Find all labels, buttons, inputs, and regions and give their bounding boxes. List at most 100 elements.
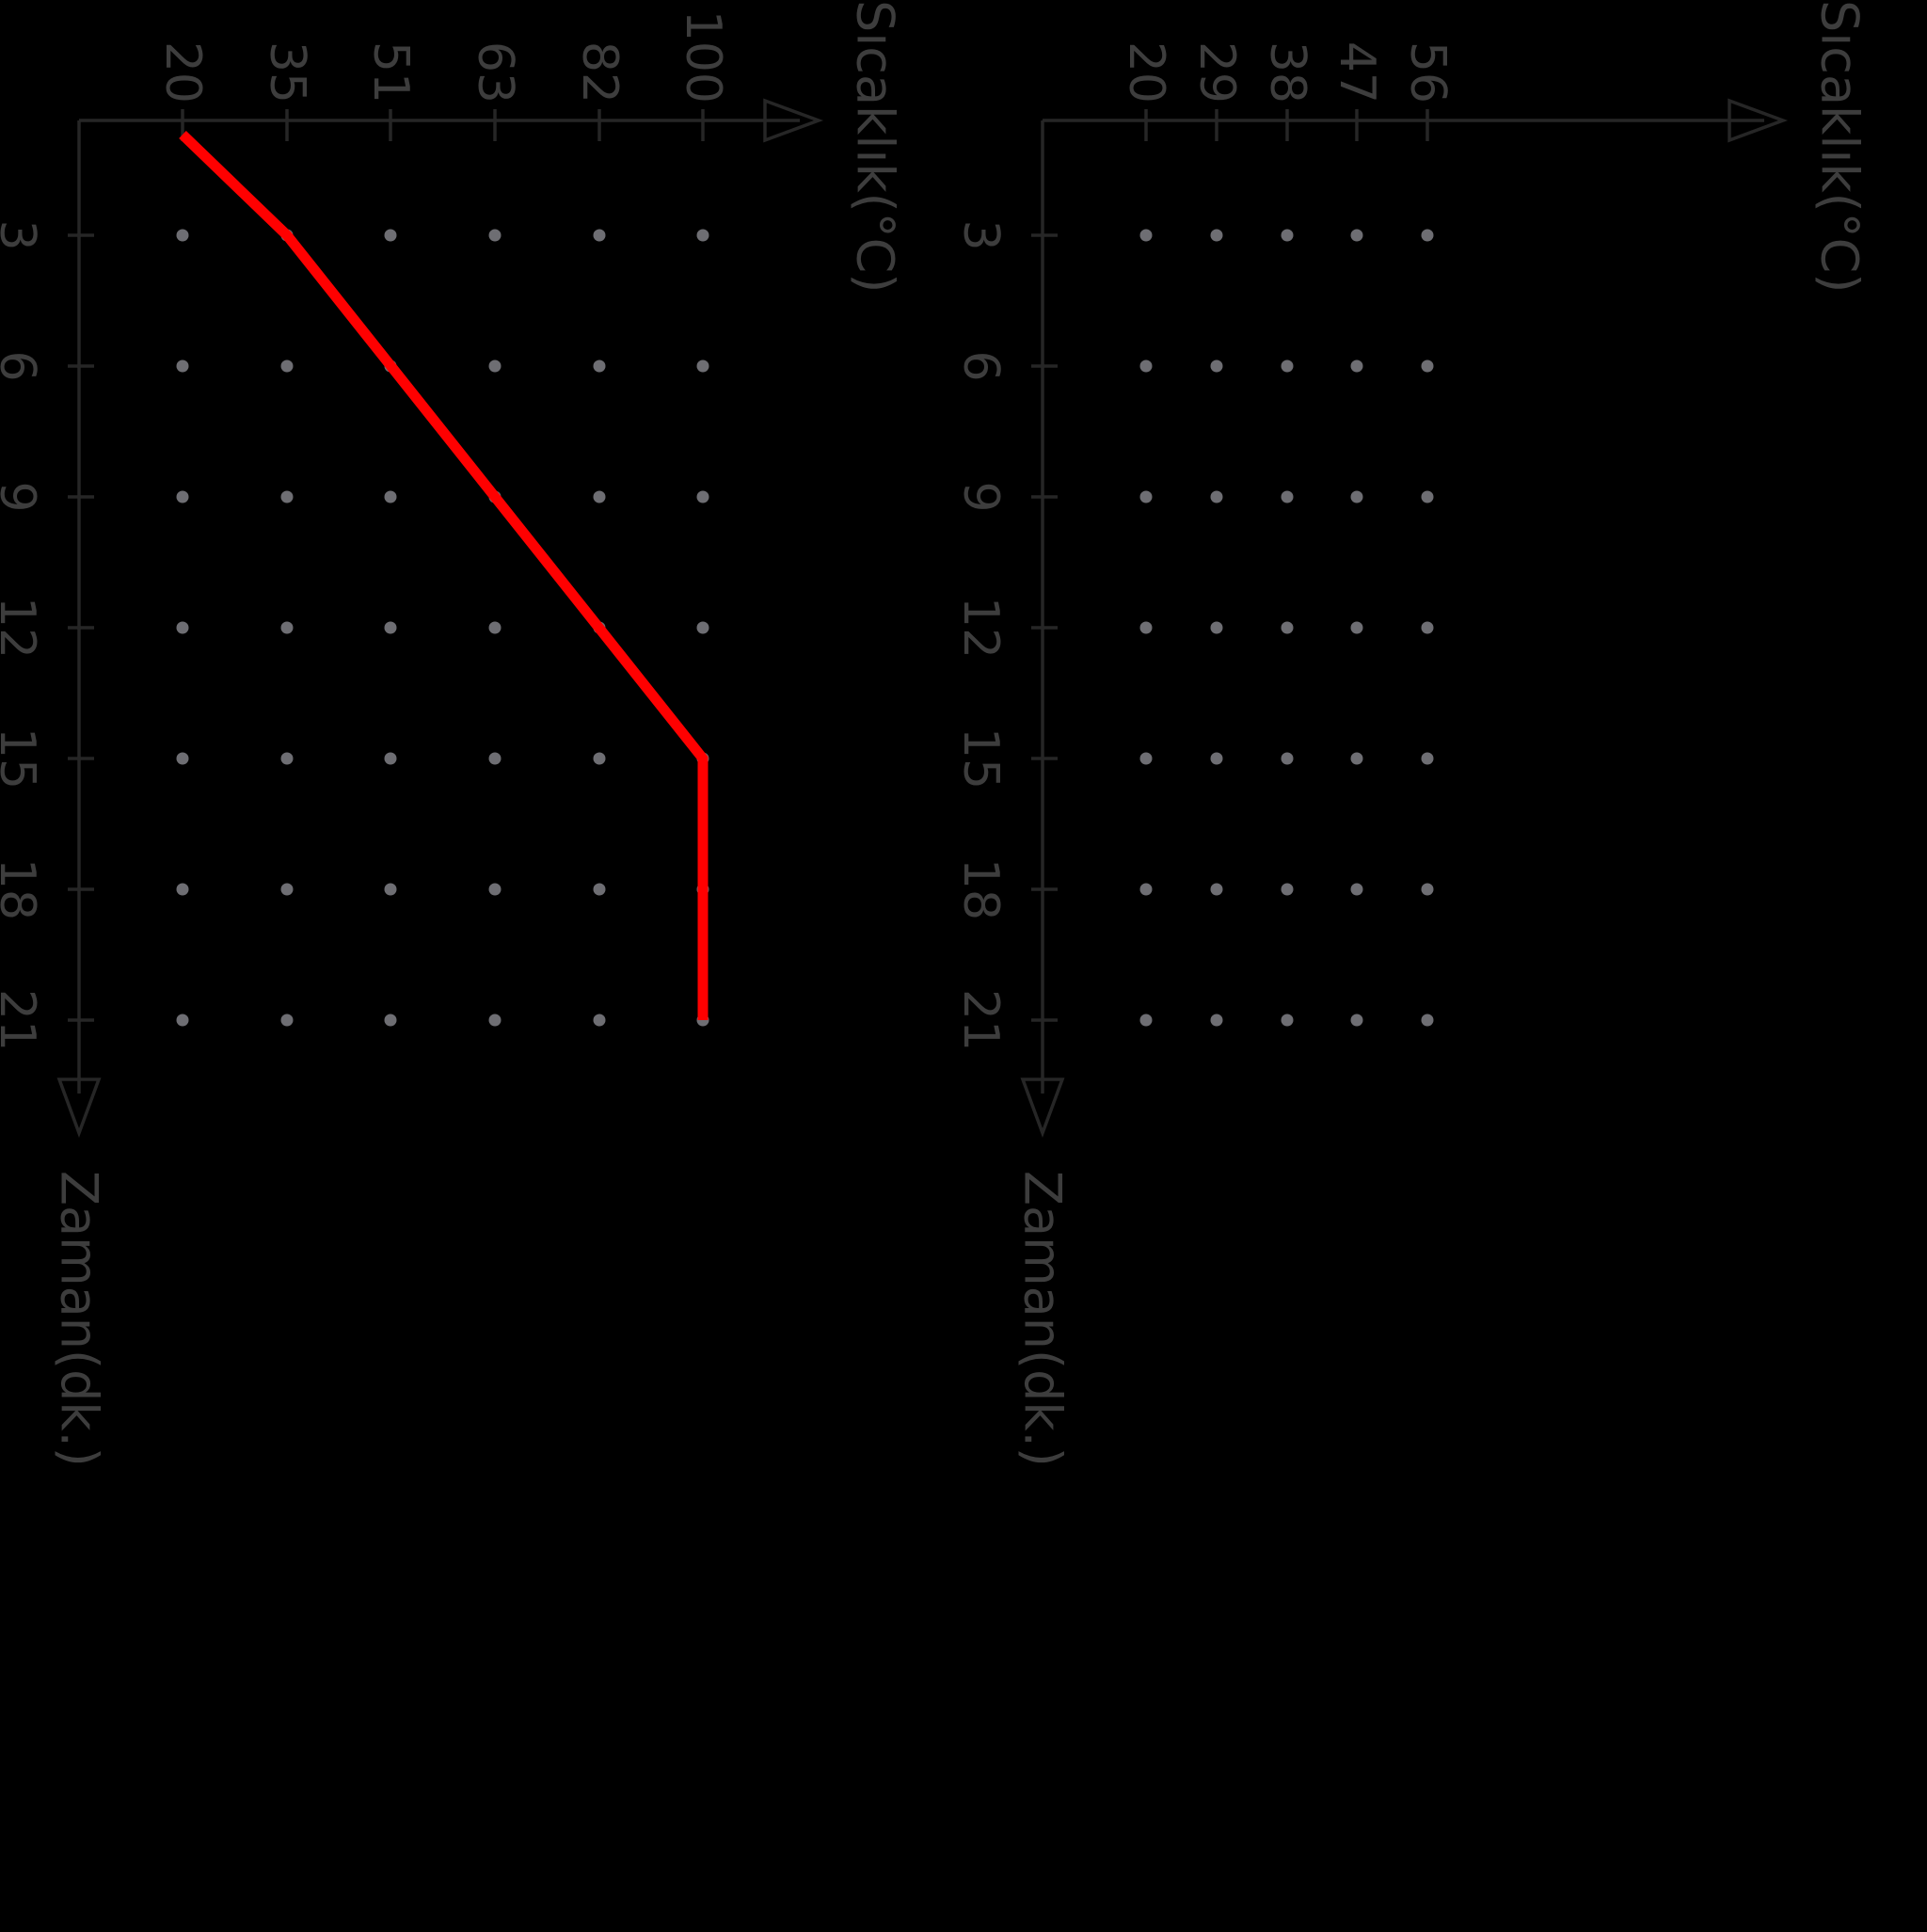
grid-dot: [176, 359, 189, 373]
grid-dot: [1281, 490, 1294, 503]
grid-dot: [593, 359, 606, 373]
grid-dot: [1210, 621, 1223, 634]
grid-dot: [384, 229, 397, 242]
temperature-axis-arrow: [1728, 98, 1789, 143]
time-tick-label: 15: [0, 727, 45, 790]
axes: [56, 98, 824, 1139]
chart-2: 20 29 38 47 56 3 6 9 12 15 18 21 Sıcaklık(°C) Zaman(d…: [952, 0, 1870, 1467]
temperature-axis-arrow: [763, 98, 824, 143]
time-tick-label: 18: [952, 858, 1009, 920]
time-tick-label: 18: [0, 858, 45, 920]
grid-dot: [176, 229, 189, 242]
grid-dot: [1350, 883, 1363, 896]
grid-dot: [1350, 229, 1363, 242]
temperature-tick-label: 20: [1118, 41, 1174, 104]
time-axis-arrow: [56, 1078, 102, 1139]
grid-dot: [593, 752, 606, 765]
grid-dot: [1210, 1014, 1223, 1027]
temperature-axis-label: Sıcaklık(°C): [1810, 0, 1870, 293]
temperature-tick-label: 47: [1329, 41, 1385, 104]
grid-dot: [593, 229, 606, 242]
grid-dot: [1281, 229, 1294, 242]
time-tick-label: 15: [952, 727, 1009, 790]
series-line-1: [179, 131, 709, 1020]
chart-1: 20 35 51 63 82 100 3 6 9 12 15 18 21 Sıcaklık(°C) Zama…: [0, 0, 905, 1467]
time-tick-label: 9: [0, 481, 45, 512]
grid-dot: [1139, 229, 1153, 242]
grid-dot: [1350, 1014, 1363, 1027]
grid-dot: [280, 752, 294, 765]
grid-dot: [280, 621, 294, 634]
grid-dot: [1139, 359, 1153, 373]
temperature-axis-label: Sıcaklık(°C): [846, 0, 905, 293]
temperature-tick-label: 100: [675, 10, 731, 104]
axes: [1020, 98, 1789, 1139]
temperature-tick-label: 38: [1259, 41, 1315, 104]
grid-dot: [280, 359, 294, 373]
temperature-tick-label: 29: [1188, 41, 1245, 104]
time-tick-label: 6: [0, 350, 45, 381]
grid-dot: [696, 621, 709, 634]
temperature-tick-label: 51: [362, 41, 419, 104]
grid-dot: [1139, 490, 1153, 503]
grid-dot: [280, 490, 294, 503]
grid-dot: [488, 1014, 502, 1027]
grid-dot: [1281, 621, 1294, 634]
grid-dot: [1210, 883, 1223, 896]
grid-dot: [488, 359, 502, 373]
grid-dot: [1139, 621, 1153, 634]
temperature-tick-label: 35: [259, 41, 315, 104]
grid-dot: [1421, 229, 1434, 242]
grid-dot: [1210, 490, 1223, 503]
grid-dot: [1350, 621, 1363, 634]
time-tick-label: 12: [952, 597, 1009, 659]
grid-dot: [384, 621, 397, 634]
time-axis-label: Zaman(dk.): [50, 1171, 109, 1467]
time-tick-label: 21: [0, 989, 45, 1051]
grid-dot: [593, 883, 606, 896]
grid-dot: [696, 229, 709, 242]
grid-dot: [1281, 752, 1294, 765]
grid-dot: [1210, 752, 1223, 765]
time-tick-label: 21: [952, 989, 1009, 1051]
grid-dot: [176, 490, 189, 503]
grid-dot: [696, 359, 709, 373]
grid-dot: [176, 752, 189, 765]
time-tick-label: 3: [0, 219, 45, 250]
grid-dot: [1139, 752, 1153, 765]
grid-dot: [1421, 359, 1434, 373]
grid-dot: [384, 1014, 397, 1027]
temperature-tick-label: 20: [154, 41, 211, 104]
grid-dot: [1350, 752, 1363, 765]
grid-dot: [1421, 490, 1434, 503]
grid-dot: [280, 1014, 294, 1027]
grid-dot: [1350, 359, 1363, 373]
grid-dot: [1421, 752, 1434, 765]
grid-dot: [593, 1014, 606, 1027]
grid-dot: [488, 883, 502, 896]
grid-dot: [1421, 1014, 1434, 1027]
grid-dot: [1281, 883, 1294, 896]
grid-dots: [176, 229, 709, 1027]
temperature-tick-label: 56: [1399, 41, 1456, 104]
grid-dot: [1210, 359, 1223, 373]
time-tick-label: 9: [952, 481, 1009, 512]
time-tick-label: 6: [952, 350, 1009, 381]
grid-dot: [488, 752, 502, 765]
grid-dot: [384, 752, 397, 765]
grid-dot: [1421, 621, 1434, 634]
grid-dot: [384, 490, 397, 503]
grid-dot: [593, 490, 606, 503]
grid-dot: [280, 883, 294, 896]
grid-dot: [696, 490, 709, 503]
grid-dot: [1350, 490, 1363, 503]
time-tick-label: 12: [0, 597, 45, 659]
time-axis-label: Zaman(dk.): [1013, 1171, 1073, 1467]
grid-dot: [176, 1014, 189, 1027]
grid-dot: [1210, 229, 1223, 242]
temperature-tick-label: 82: [571, 41, 628, 104]
grid-dot: [176, 883, 189, 896]
grid-dot: [1139, 883, 1153, 896]
